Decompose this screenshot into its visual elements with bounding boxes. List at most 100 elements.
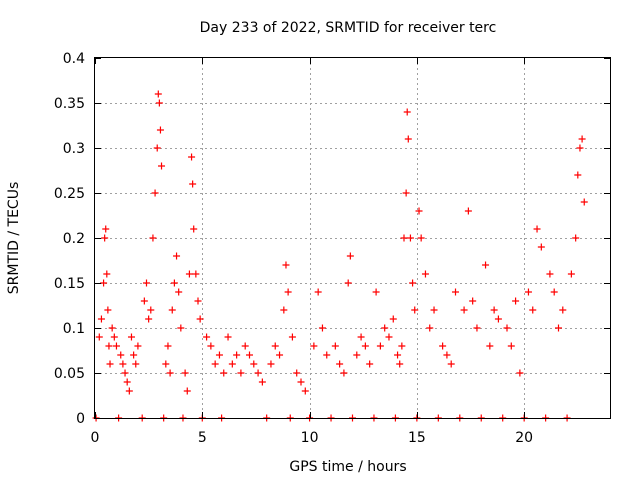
data-point bbox=[555, 324, 562, 332]
data-point bbox=[293, 369, 301, 377]
data-point bbox=[173, 252, 181, 260]
data-point bbox=[130, 351, 138, 359]
data-point bbox=[282, 261, 290, 269]
data-point bbox=[447, 360, 455, 368]
data-point bbox=[417, 234, 425, 242]
x-tick-label: 10 bbox=[301, 430, 319, 446]
x-axis: 0 5 10 15 20 bbox=[91, 58, 533, 446]
y-tick-label: 0.3 bbox=[63, 141, 85, 157]
data-point bbox=[494, 315, 502, 323]
data-point bbox=[426, 324, 434, 332]
data-point bbox=[95, 333, 103, 341]
data-point bbox=[372, 288, 380, 296]
y-axis-label: SRMTID / TECUs bbox=[6, 182, 22, 295]
data-point bbox=[254, 369, 262, 377]
data-point bbox=[559, 306, 567, 314]
data-point bbox=[127, 333, 135, 341]
data-point bbox=[580, 198, 588, 206]
data-point bbox=[181, 369, 189, 377]
data-point bbox=[162, 360, 170, 368]
x-tick-label: 20 bbox=[515, 430, 533, 446]
data-point bbox=[149, 234, 157, 242]
data-point bbox=[516, 369, 524, 377]
x-tick-label: 0 bbox=[91, 430, 100, 446]
data-point bbox=[196, 315, 204, 323]
data-point bbox=[185, 270, 193, 278]
data-point bbox=[464, 207, 472, 215]
data-point bbox=[524, 288, 532, 296]
data-point bbox=[153, 144, 161, 152]
data-point bbox=[102, 225, 110, 233]
data-point bbox=[134, 342, 142, 350]
data-point bbox=[158, 162, 166, 170]
data-point bbox=[140, 297, 148, 305]
data-point bbox=[482, 261, 490, 269]
data-point bbox=[460, 306, 468, 314]
data-point bbox=[168, 306, 176, 314]
data-point bbox=[503, 324, 511, 332]
data-point bbox=[357, 333, 365, 341]
data-point bbox=[402, 189, 410, 197]
data-point bbox=[177, 324, 185, 332]
chart-title: Day 233 of 2022, SRMTID for receiver ter… bbox=[200, 20, 497, 36]
data-point bbox=[490, 306, 498, 314]
data-point bbox=[318, 324, 326, 332]
y-tick-label: 0.05 bbox=[54, 366, 85, 382]
data-point bbox=[147, 306, 155, 314]
grid bbox=[95, 58, 610, 418]
data-point bbox=[376, 342, 384, 350]
data-point bbox=[576, 144, 584, 152]
y-tick-label: 0 bbox=[76, 411, 85, 427]
x-axis-label: GPS time / hours bbox=[289, 459, 406, 475]
data-point bbox=[310, 342, 318, 350]
data-point bbox=[578, 135, 586, 143]
data-point bbox=[188, 153, 196, 161]
data-point bbox=[415, 207, 423, 215]
data-point bbox=[403, 108, 411, 116]
data-point bbox=[194, 297, 202, 305]
data-point bbox=[170, 279, 178, 287]
data-point bbox=[400, 234, 408, 242]
data-point bbox=[267, 360, 275, 368]
data-point bbox=[323, 351, 331, 359]
y-tick-label: 0.1 bbox=[63, 321, 85, 337]
data-point bbox=[344, 279, 352, 287]
data-point bbox=[340, 369, 348, 377]
data-point bbox=[361, 342, 369, 350]
data-point bbox=[117, 351, 125, 359]
data-point bbox=[346, 252, 354, 260]
data-point bbox=[224, 333, 232, 341]
data-point bbox=[389, 315, 397, 323]
data-point bbox=[104, 306, 112, 314]
data-point bbox=[108, 324, 116, 332]
data-point bbox=[220, 369, 228, 377]
data-point bbox=[123, 378, 131, 386]
data-point bbox=[211, 360, 219, 368]
y-axis: 0 0.05 0.1 0.15 0.2 0.25 0.3 0.35 0.4 bbox=[54, 51, 610, 427]
data-point bbox=[164, 342, 172, 350]
data-point bbox=[533, 225, 541, 233]
data-point bbox=[271, 342, 279, 350]
data-point bbox=[215, 351, 223, 359]
data-point bbox=[574, 171, 582, 179]
data-point bbox=[280, 306, 288, 314]
data-point bbox=[452, 288, 459, 296]
x-tick-label: 5 bbox=[198, 430, 207, 446]
data-point bbox=[398, 342, 406, 350]
data-point bbox=[512, 297, 520, 305]
data-point bbox=[207, 342, 215, 350]
data-point bbox=[143, 279, 150, 287]
data-point bbox=[250, 360, 258, 368]
y-tick-label: 0.35 bbox=[54, 96, 85, 112]
x-tick-label: 15 bbox=[408, 430, 426, 446]
data-point bbox=[276, 351, 284, 359]
data-point bbox=[258, 378, 266, 386]
data-point bbox=[156, 126, 164, 134]
data-point bbox=[237, 369, 245, 377]
y-tick-label: 0.4 bbox=[63, 51, 85, 67]
data-point bbox=[546, 270, 554, 278]
data-point bbox=[145, 315, 153, 323]
y-tick-label: 0.15 bbox=[54, 276, 85, 292]
data-point bbox=[106, 360, 114, 368]
